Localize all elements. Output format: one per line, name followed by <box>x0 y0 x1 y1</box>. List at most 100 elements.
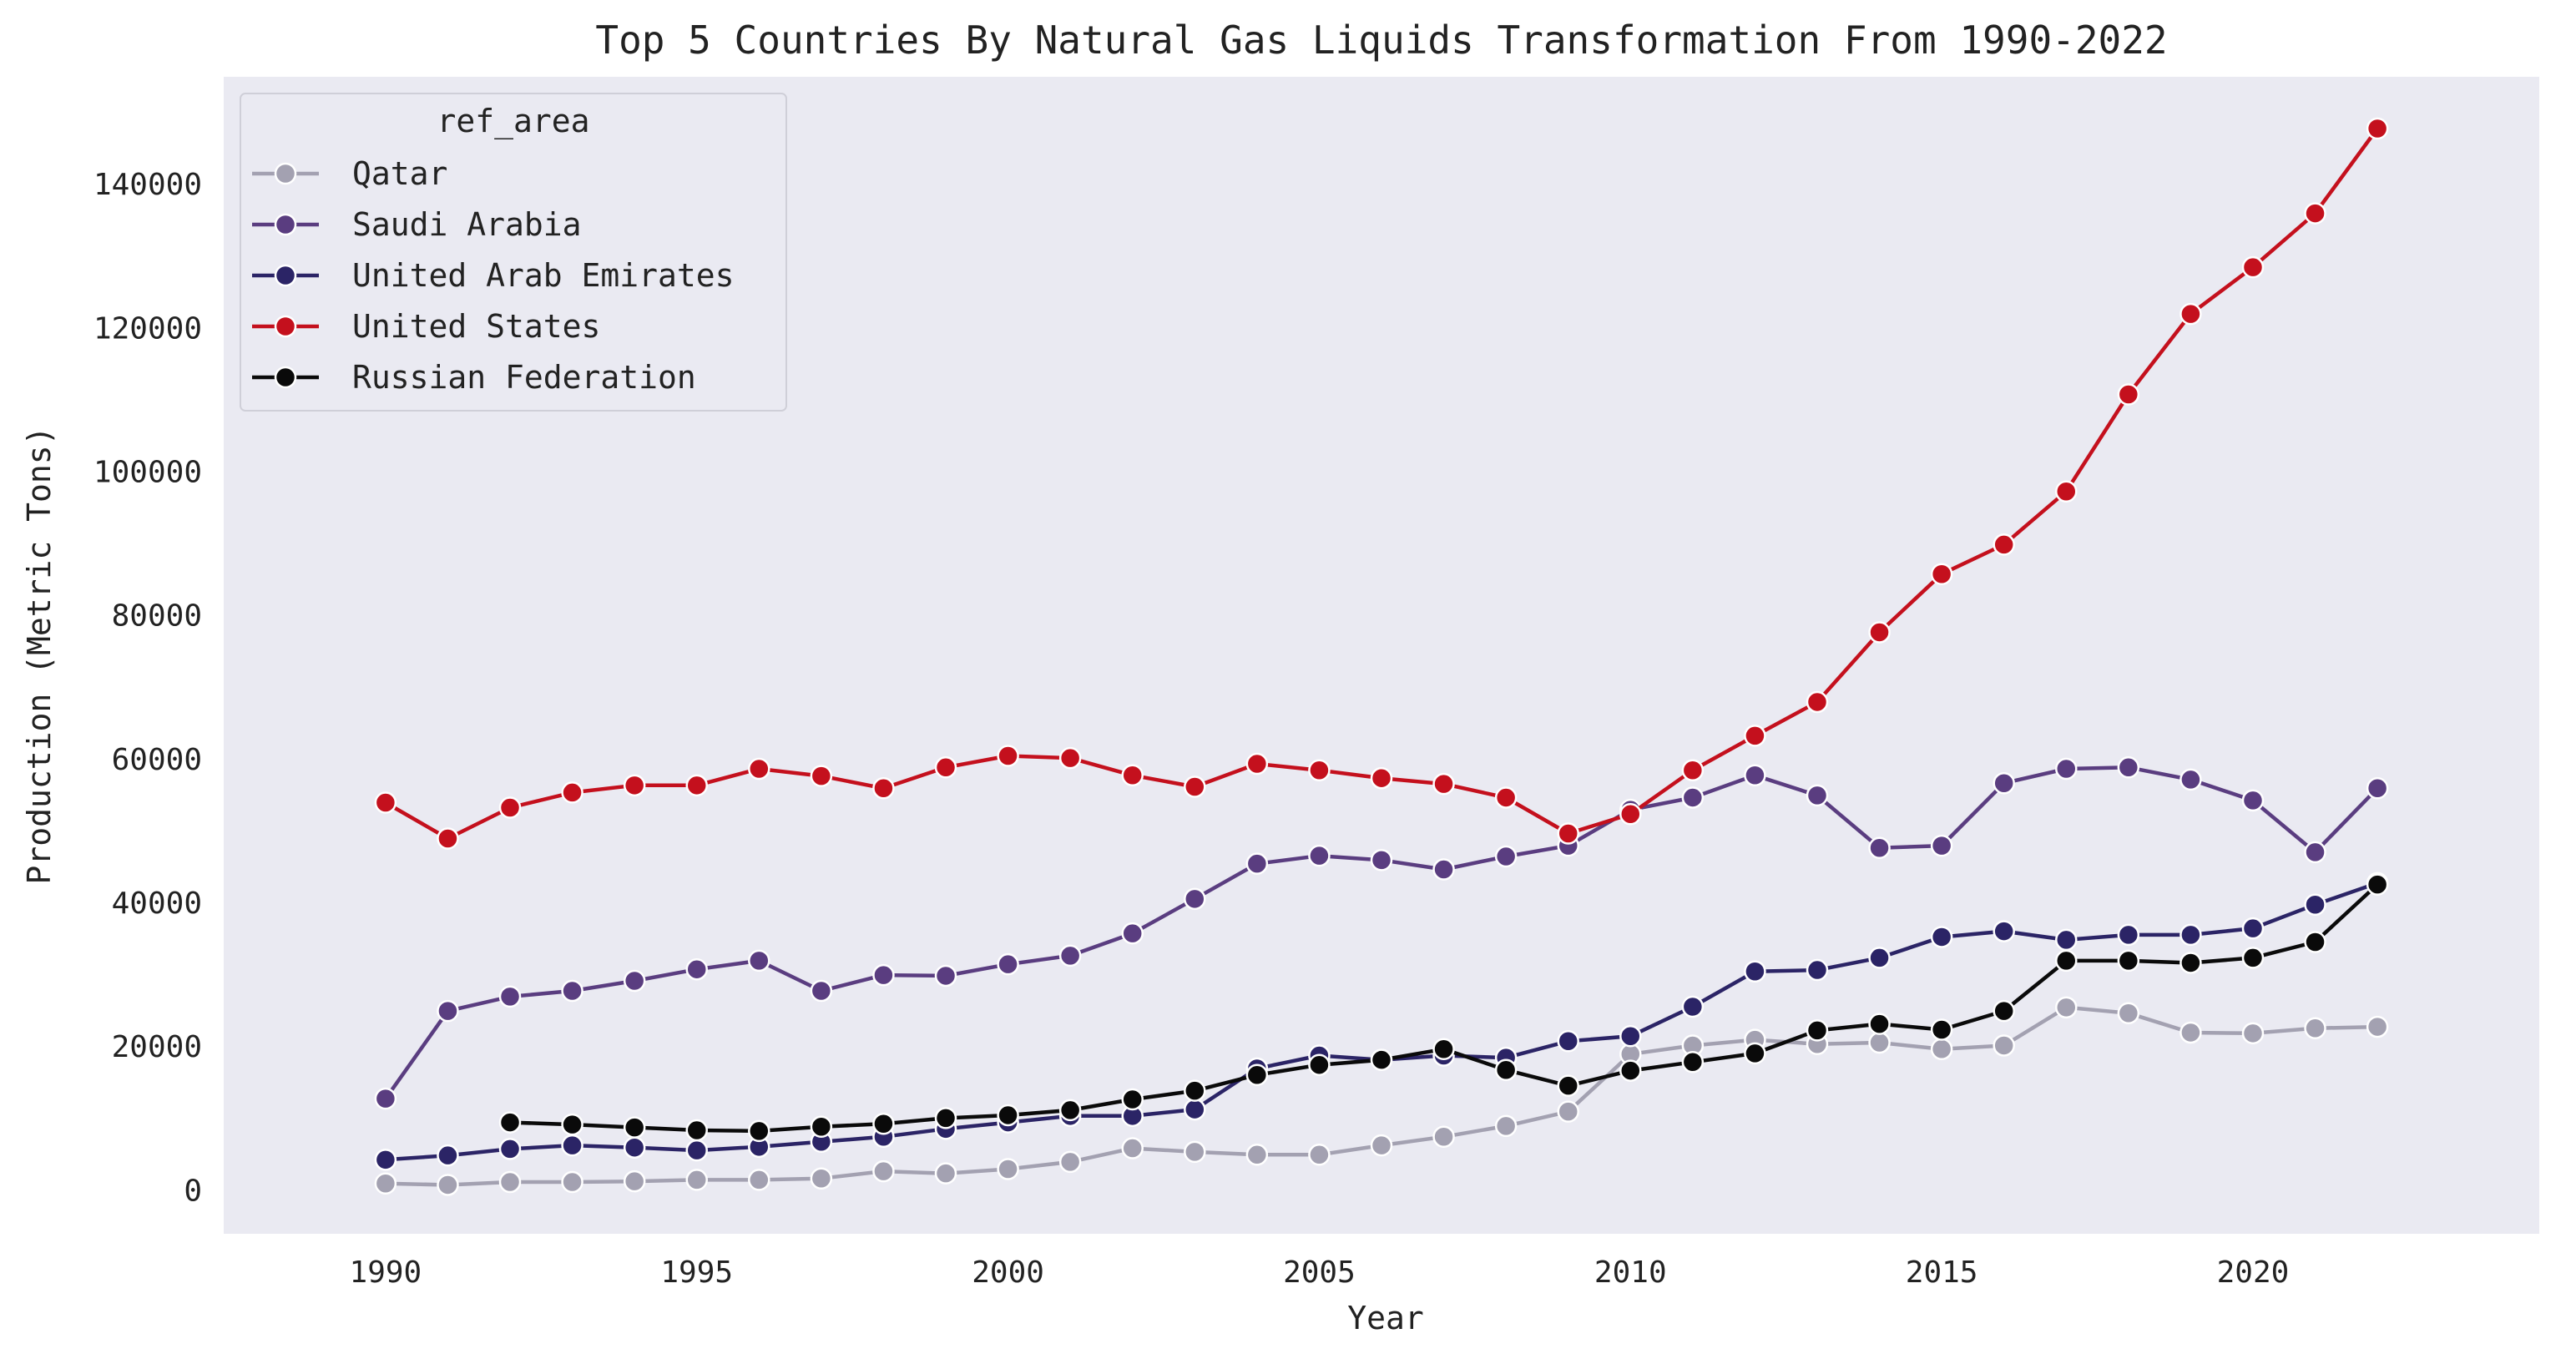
data-point-qatar <box>1058 1150 1082 1174</box>
data-point-russian-federation <box>1868 1013 1891 1035</box>
data-point-russian-federation <box>1744 1042 1766 1065</box>
data-point-united-states <box>1993 533 2015 556</box>
data-point-qatar <box>1432 1125 1455 1149</box>
y-tick-label: 120000 <box>93 311 202 346</box>
data-point-qatar <box>374 1172 397 1195</box>
y-tick-label: 40000 <box>112 887 202 921</box>
data-point-united-arab-emirates <box>2055 928 2078 952</box>
data-point-united-states <box>872 777 895 800</box>
legend-marker <box>274 315 297 338</box>
data-point-qatar <box>810 1167 833 1190</box>
data-point-united-states <box>685 774 708 797</box>
data-point-united-states <box>623 774 646 797</box>
data-point-united-arab-emirates <box>437 1144 459 1167</box>
data-point-saudi-arabia <box>1806 784 1829 807</box>
legend-label: United Arab Emirates <box>352 257 735 294</box>
data-point-united-arab-emirates <box>374 1149 397 1171</box>
data-point-united-states <box>2304 202 2326 225</box>
data-point-russian-federation <box>2304 931 2326 953</box>
legend-marker <box>274 213 297 236</box>
y-tick-label: 60000 <box>112 743 202 777</box>
x-axis-ticks: 1990 1995 2000 2005 2010 2015 2020 <box>350 1255 2290 1290</box>
legend-marker <box>274 162 297 185</box>
data-point-united-states <box>1619 803 1642 826</box>
data-point-saudi-arabia <box>934 964 957 988</box>
data-point-russian-federation <box>2055 949 2078 972</box>
data-point-saudi-arabia <box>623 969 646 993</box>
data-point-saudi-arabia <box>810 979 833 1003</box>
legend: ref_area Qatar Saudi Arabia United Arab Emi… <box>240 93 787 412</box>
data-point-russian-federation <box>1681 1051 1705 1074</box>
data-point-saudi-arabia <box>1494 845 1518 868</box>
data-point-united-states <box>1494 786 1518 809</box>
legend-title: ref_area <box>437 103 589 140</box>
series-russian-federation <box>498 873 2389 1143</box>
data-point-qatar <box>934 1162 957 1185</box>
series-united-states <box>374 117 2389 850</box>
data-point-russian-federation <box>2241 947 2265 969</box>
data-point-qatar <box>2055 996 2078 1019</box>
data-point-united-states <box>1245 752 1269 775</box>
data-point-united-arab-emirates <box>1993 920 2015 942</box>
data-point-united-arab-emirates <box>623 1136 646 1159</box>
data-point-saudi-arabia <box>2117 756 2140 779</box>
data-point-united-states <box>1121 764 1144 787</box>
data-point-saudi-arabia <box>1121 922 1144 945</box>
legend-box <box>240 93 787 412</box>
data-point-russian-federation <box>1058 1099 1082 1122</box>
data-point-saudi-arabia <box>2055 757 2078 781</box>
data-point-saudi-arabia <box>561 979 583 1003</box>
x-tick-label: 1995 <box>660 1255 733 1290</box>
data-point-qatar <box>1308 1144 1331 1166</box>
x-tick-label: 2010 <box>1594 1255 1667 1290</box>
data-point-russian-federation <box>1121 1088 1144 1111</box>
data-point-russian-federation <box>748 1119 770 1143</box>
data-point-united-states <box>1868 621 1891 644</box>
data-point-russian-federation <box>1993 999 2015 1023</box>
series-saudi-arabia <box>374 756 2389 1110</box>
data-point-united-arab-emirates <box>2179 923 2202 947</box>
data-point-united-states <box>2241 255 2265 279</box>
data-point-russian-federation <box>498 1111 522 1134</box>
data-point-russian-federation <box>2366 873 2389 896</box>
data-point-united-states <box>2055 480 2078 503</box>
x-tick-label: 2000 <box>972 1255 1044 1290</box>
data-point-saudi-arabia <box>1058 944 1082 967</box>
data-point-qatar <box>1993 1034 2015 1057</box>
data-point-saudi-arabia <box>2241 789 2265 812</box>
data-point-saudi-arabia <box>748 949 770 972</box>
legend-marker <box>274 366 297 389</box>
data-point-united-arab-emirates <box>1868 947 1891 969</box>
data-point-qatar <box>2241 1022 2265 1045</box>
data-point-russian-federation <box>2117 949 2140 972</box>
data-point-russian-federation <box>1432 1038 1455 1061</box>
y-tick-label: 0 <box>184 1174 202 1208</box>
data-point-russian-federation <box>934 1107 957 1129</box>
y-axis-ticks: 0 20000 40000 60000 80000 100000 120000 140000 <box>93 168 202 1208</box>
data-point-saudi-arabia <box>1432 858 1455 881</box>
data-point-united-arab-emirates <box>1744 960 1766 983</box>
data-point-saudi-arabia <box>437 999 459 1023</box>
legend-label: United States <box>352 308 600 345</box>
data-point-saudi-arabia <box>1681 786 1705 809</box>
data-point-saudi-arabia <box>1370 849 1393 871</box>
data-point-united-states <box>1806 690 1829 714</box>
data-point-united-states <box>1557 822 1579 845</box>
data-point-united-arab-emirates <box>2304 893 2326 916</box>
y-tick-label: 20000 <box>112 1030 202 1064</box>
data-point-united-states <box>1184 775 1206 798</box>
data-point-saudi-arabia <box>2179 768 2202 791</box>
y-axis-label: Production (Metric Tons) <box>21 426 58 884</box>
chart-title: Top 5 Countries By Natural Gas Liquids T… <box>595 18 2167 63</box>
data-point-russian-federation <box>685 1119 708 1142</box>
data-point-russian-federation <box>872 1113 895 1135</box>
data-point-united-states <box>997 745 1019 767</box>
data-point-united-states <box>1681 759 1705 781</box>
data-point-qatar <box>1494 1114 1518 1138</box>
legend-marker <box>274 264 297 287</box>
x-tick-label: 2020 <box>2217 1255 2290 1290</box>
data-point-russian-federation <box>1806 1019 1829 1042</box>
data-point-russian-federation <box>1619 1059 1642 1082</box>
data-point-qatar <box>2179 1021 2202 1044</box>
